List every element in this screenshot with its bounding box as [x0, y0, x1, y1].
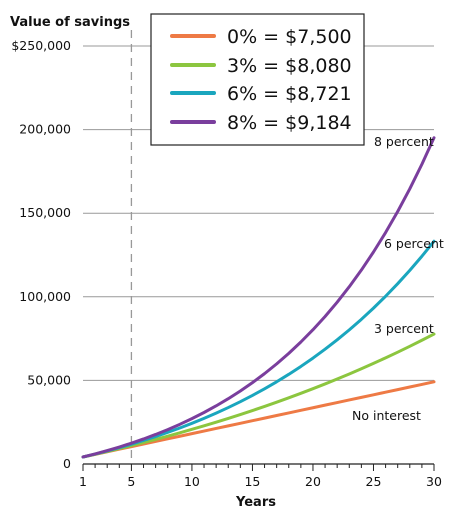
y-tick-label: $250,000	[11, 38, 71, 53]
series-annotation: 3 percent	[374, 321, 434, 336]
series-annotation: 6 percent	[384, 236, 444, 251]
x-tick-label: 5	[127, 474, 135, 489]
series-annotation: 8 percent	[374, 134, 434, 149]
y-axis-title: Value of savings	[10, 15, 130, 30]
series-line	[81, 239, 436, 459]
y-tick-labels: 0 50,000 100,000 150,000 200,000 $250,000	[11, 38, 71, 471]
series-line	[81, 136, 436, 459]
legend-label: 3% = $8,080	[227, 55, 352, 77]
series-lines	[81, 136, 436, 459]
series-line	[81, 332, 436, 459]
legend-label: 0% = $7,500	[227, 26, 352, 48]
legend-label: 8% = $9,184	[227, 112, 352, 134]
x-tick-label: 30	[426, 474, 442, 489]
y-tick-label: 200,000	[19, 122, 71, 137]
x-tick-label: 10	[184, 474, 200, 489]
x-tick-label: 20	[305, 474, 321, 489]
y-tick-label: 150,000	[19, 205, 71, 220]
legend-label: 6% = $8,721	[227, 83, 352, 105]
series-annotation: No interest	[352, 408, 421, 423]
y-tick-label: 100,000	[19, 289, 71, 304]
x-axis-title: Years	[235, 495, 276, 510]
x-axis: 1 5 10 15 20 25 30	[79, 464, 442, 489]
x-tick-label: 1	[79, 474, 87, 489]
x-tick-label: 15	[244, 474, 260, 489]
y-tick-label: 0	[63, 456, 71, 471]
y-tick-label: 50,000	[27, 372, 71, 387]
series-annotations: No interest 3 percent 6 percent 8 percent	[352, 134, 444, 423]
legend: 0% = $7,500 3% = $8,080 6% = $8,721 8% = $9…	[150, 13, 365, 146]
x-tick-label: 25	[366, 474, 382, 489]
